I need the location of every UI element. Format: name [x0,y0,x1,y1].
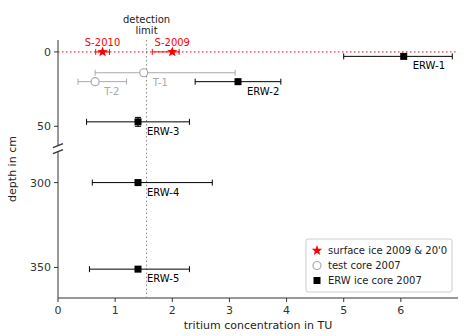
x-tick-label: 4 [283,304,290,317]
marker-square [135,118,142,125]
x-tick [115,298,116,302]
marker-square [135,179,142,186]
y-tick [54,126,58,127]
error-bar-x [195,79,281,85]
point-label: T-2 [103,86,119,97]
plot-area [89,149,212,298]
x-tick-label: 6 [397,304,404,317]
error-bar-x [344,53,453,59]
y-tick-label: 0 [44,46,51,59]
y-axis-line [58,152,59,298]
annotation: detectionlimit [123,14,170,36]
x-tick [58,298,59,302]
marker-star [312,245,322,255]
x-tick-label: 1 [112,304,119,317]
axis-break [53,144,63,148]
marker-circle [140,69,148,77]
point-label: ERW-5 [147,273,179,284]
marker-circle [91,78,99,86]
y-tick [54,51,58,52]
point-labels: ERW-4 ERW-5 [147,187,179,285]
point-label: ERW-4 [147,187,179,198]
error-bar-x [92,180,212,186]
y-axis-label: depth in cm [6,136,19,202]
x-tick-label: 2 [169,304,176,317]
marker-square [135,266,142,273]
x-tick [286,298,287,302]
point-label: ERW-2 [247,86,279,97]
point-label: T-1 [152,77,168,88]
y-tick-label: 350 [30,261,51,274]
annotation-line: detection [123,14,170,25]
marker-square [400,53,407,60]
x-tick-label: 5 [340,304,347,317]
reference-line [58,51,458,52]
x-tick-label: 3 [226,304,233,317]
y-axis-line [58,40,59,146]
error-bar-x [78,79,127,85]
y-tick [54,267,58,268]
legend-label: ERW ice core 2007 [328,275,422,286]
y-tick-label: 300 [30,177,51,190]
legend-label: surface ice 2009 & 20'0 [328,245,447,256]
error-bar-y [135,117,141,126]
annotation-line: limit [136,25,158,36]
marker-circle [313,262,321,270]
x-tick-label: 0 [55,304,62,317]
error-bar-x [95,70,235,76]
point-label: S-2010 [85,37,120,48]
plot-area [58,40,458,149]
x-tick [172,298,173,302]
legend-label: test core 2007 [328,260,401,271]
point-label: S-2009 [155,37,190,48]
marker-square [314,277,321,284]
chart: 050S-2009S-2010T-1T-2ERW-1ERW-2ERW-3dete… [0,0,471,336]
marker-square [235,78,242,85]
legend-box [306,239,452,292]
legend: surface ice 2009 & 20'0 test core 2007 ERW… [306,239,452,292]
x-tick [229,298,230,302]
point-label: ERW-1 [413,60,445,71]
y-tick-label: 50 [37,120,51,133]
error-bar-x [87,119,190,125]
y-tick [54,182,58,183]
point-labels: S-2009 S-2010 T-1 T-2 ERW-1 ERW-2 ERW-3 [85,37,445,137]
error-bar-x [89,266,189,272]
x-tick [343,298,344,302]
x-axis-label: tritium concentration in TU [184,319,332,332]
x-tick [400,298,401,302]
x-axis-line [58,298,458,299]
point-label: ERW-3 [147,126,179,137]
